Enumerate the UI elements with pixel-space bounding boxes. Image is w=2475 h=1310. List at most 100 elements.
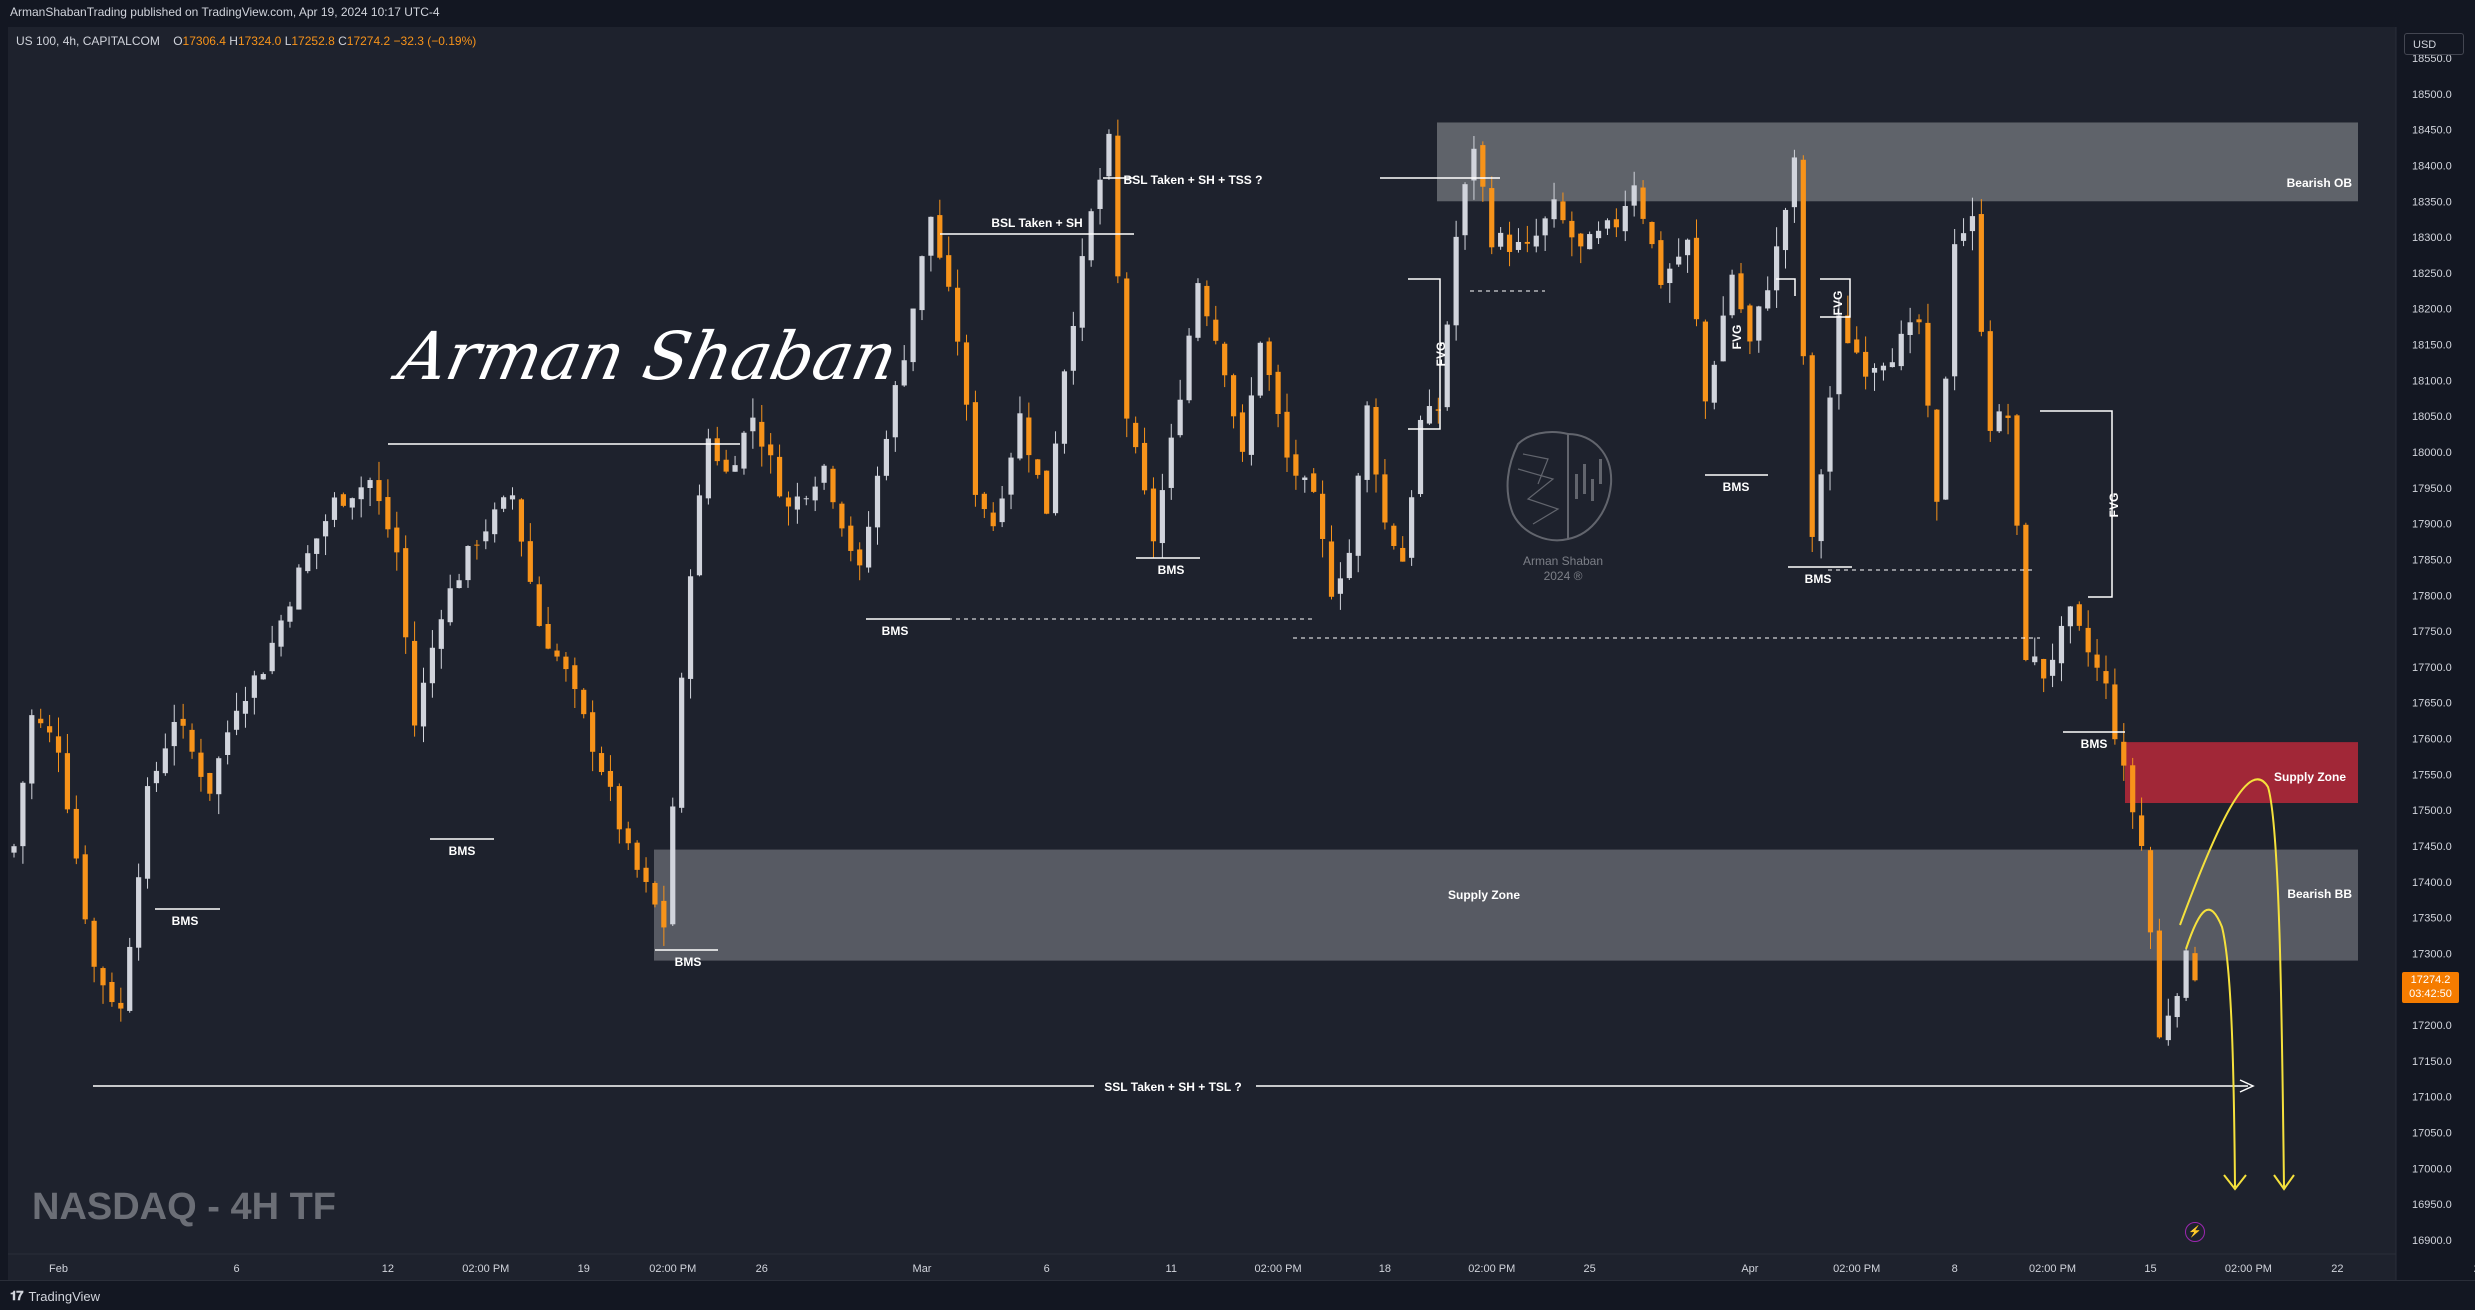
time-tick: 02:00 PM [1255,1263,1302,1275]
candle-body [563,656,569,670]
candle-body [29,715,35,784]
candle-body [536,584,542,626]
candle-body [296,567,302,610]
candle-body [1569,220,1575,238]
candle-body [1079,256,1085,328]
symbol-label[interactable]: US 100, 4h, CAPITALCOM [16,34,160,48]
candle-body [972,402,979,495]
candle-body [1667,268,1673,284]
candle-body [1560,201,1566,221]
candle-body [492,509,498,535]
candle-body [1595,230,1602,239]
candle-body [82,854,88,920]
candle-body [2085,627,2091,653]
candle-body [225,732,231,755]
candle-body [1141,442,1148,491]
candle-body [1498,232,1504,247]
chart-area[interactable]: BSL Taken + SH + TSS ? BSL Taken + SH SSL … [0,27,2475,1280]
candle-body [527,541,533,582]
candle-body [892,385,898,438]
candle-body [1969,216,1976,232]
candle-body [55,736,62,753]
candle-body [2138,815,2145,846]
candle-body [812,486,818,501]
candle-body [1631,185,1637,206]
candle-body [1115,135,1121,277]
candle-body [1747,305,1753,342]
candle-body [643,867,649,882]
candle-body [2165,1015,2171,1041]
candle-body [1195,283,1201,338]
candle-body [2121,741,2127,766]
label-ssl-tsl: SSL Taken + SH + TSL ? [1104,1080,1241,1094]
price-tick: 16900.0 [2412,1235,2452,1247]
price-tick: 17750.0 [2412,626,2452,638]
candlestick-chart[interactable]: BSL Taken + SH + TSS ? BSL Taken + SH SSL … [0,27,2475,1280]
price-tick: 16950.0 [2412,1199,2452,1211]
label-bms: BMS [2081,737,2108,751]
candle-body [456,580,462,589]
low-label: L [284,34,292,48]
candle-body [1729,274,1735,316]
candle-body [198,752,204,777]
candle-body [1818,474,1824,542]
candle-body [1266,341,1272,376]
candle-body [2183,950,2189,998]
candle-body [91,920,97,967]
price-tag-value: 17274.2 [2410,974,2451,986]
candle-body [1088,211,1094,261]
tradingview-brand[interactable]: 𝟏𝟕 TradingView [10,1288,100,1304]
logo-year: 2024 ® [1543,569,1583,583]
candle-body [474,544,480,546]
candle-body [394,527,400,553]
candle-body [1159,490,1165,544]
candle-body [545,624,551,649]
candle-body [2076,604,2082,626]
label-supply-zone-red: Supply Zone [2274,770,2346,784]
label-fvg: FVG [1434,342,1448,367]
candle-body [2023,524,2029,660]
candle-body [233,710,240,730]
candle-body [1622,206,1628,232]
candle-body [2005,415,2011,418]
candle-body [901,360,907,386]
candle-body [1177,399,1183,436]
candle-body [1186,335,1192,401]
candle-body [100,968,106,986]
candle-body [1551,199,1557,220]
candle-body [1435,409,1441,411]
price-tick: 17350.0 [2412,913,2452,925]
candle-body [1542,218,1548,236]
candle-body [1008,457,1014,495]
candle-body [2014,415,2020,526]
price-tick: 17550.0 [2412,769,2452,781]
label-bms: BMS [172,914,199,928]
price-tick: 17200.0 [2412,1020,2452,1032]
candle-body [1364,405,1370,480]
candle-body [1907,322,1913,335]
price-tick: 18150.0 [2412,340,2452,352]
candle-body [2058,625,2065,664]
price-tick: 18550.0 [2412,53,2452,65]
candle-body [1070,326,1076,371]
candle-body [1097,179,1103,209]
candle-body [1230,375,1237,417]
candle-body [607,770,614,787]
price-tick: 18400.0 [2412,160,2452,172]
candle-body [919,256,925,311]
candle-body [1898,333,1904,367]
time-tick: 15 [2144,1263,2156,1275]
candle-body [1782,209,1789,251]
candle-body [883,438,889,476]
publisher-bar: ArmanShabanTrading published on TradingV… [0,0,2475,27]
candle-body [946,255,952,287]
high-value: 17324.0 [237,34,282,48]
candle-body [269,642,275,672]
candle-body [1738,273,1744,310]
time-tick: 02:00 PM [2225,1263,2272,1275]
currency-button[interactable]: USD [2404,33,2464,55]
logo-name: Arman Shaban [1522,554,1604,568]
candle-body [1791,157,1798,208]
candle-body [776,456,783,497]
replay-icon[interactable]: ⚡ [2185,1222,2205,1242]
